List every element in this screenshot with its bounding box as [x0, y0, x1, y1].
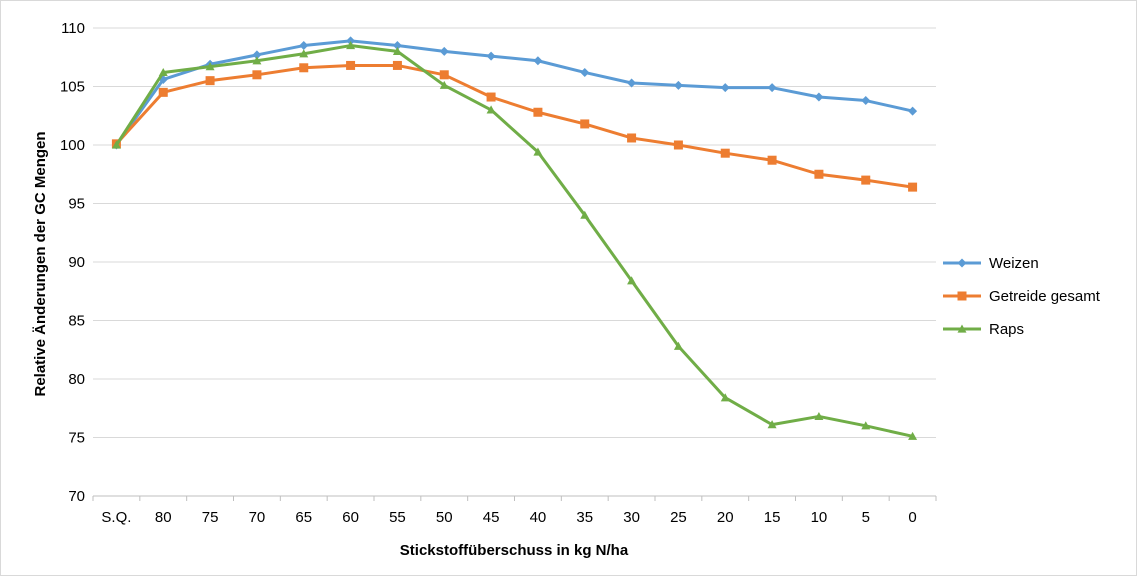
data-point	[299, 63, 309, 73]
data-point	[158, 67, 168, 77]
data-point	[111, 140, 121, 149]
data-point	[908, 106, 918, 116]
x-tick-label: 60	[342, 509, 359, 526]
x-tick-label: 65	[295, 509, 312, 526]
data-point	[346, 60, 356, 70]
data-point	[486, 92, 496, 102]
data-point	[673, 341, 683, 350]
x-tick-label: 45	[483, 509, 500, 526]
x-tick-label: 75	[202, 509, 219, 526]
data-point	[673, 80, 683, 90]
data-point	[439, 80, 449, 89]
data-point	[346, 36, 356, 46]
y-tick-label: 110	[61, 20, 85, 37]
data-point	[767, 155, 777, 165]
data-point	[627, 276, 637, 285]
x-tick-label: 80	[155, 509, 172, 526]
data-point	[205, 76, 215, 86]
series-raps	[111, 41, 918, 440]
data-point	[861, 175, 871, 185]
data-point	[158, 87, 168, 97]
series-line	[115, 63, 913, 189]
legend-item: Getreide gesamt	[943, 288, 1101, 305]
x-tick-label: 30	[623, 509, 640, 526]
data-point	[392, 60, 402, 70]
x-tick-label: 15	[764, 509, 781, 526]
series-group	[111, 36, 918, 440]
y-tick-label: 100	[60, 137, 85, 154]
series-getreide-gesamt	[111, 60, 918, 192]
data-point	[580, 119, 590, 129]
x-tick-label: 40	[530, 509, 547, 526]
data-point	[533, 56, 543, 66]
y-axis-title: Relative Änderungen der GC Mengen	[32, 131, 49, 396]
legend-marker	[957, 324, 967, 333]
series-line	[115, 39, 913, 146]
y-tick-label: 70	[68, 488, 85, 505]
data-point	[908, 182, 918, 192]
data-point	[673, 140, 683, 150]
data-point	[814, 92, 824, 102]
data-point	[627, 133, 637, 143]
data-point	[767, 83, 777, 93]
data-point	[439, 70, 449, 80]
data-point	[392, 46, 402, 55]
y-tick-label: 95	[68, 196, 85, 213]
y-tick-label: 80	[68, 371, 85, 388]
data-point	[346, 41, 356, 50]
x-tick-label: 25	[670, 509, 687, 526]
legend-marker	[957, 258, 967, 268]
data-point	[908, 431, 918, 440]
data-point	[814, 169, 824, 179]
data-point	[392, 41, 402, 51]
y-tick-label: 85	[68, 313, 85, 330]
data-point	[580, 67, 590, 77]
x-tick-label: 5	[862, 509, 870, 526]
x-tick-label: 20	[717, 509, 734, 526]
legend-item: Weizen	[943, 255, 1039, 272]
series-line	[115, 44, 913, 438]
data-point	[533, 107, 543, 117]
data-point	[767, 420, 777, 429]
y-tick-label: 105	[60, 79, 85, 96]
data-point	[580, 210, 590, 219]
data-point	[627, 78, 637, 88]
y-tick-label: 90	[68, 254, 85, 271]
data-point	[299, 49, 309, 58]
x-tick-label: 35	[576, 509, 593, 526]
y-tick-label: 75	[68, 430, 85, 447]
x-axis-title: Stickstoffüberschuss in kg N/ha	[400, 542, 629, 559]
gridlines	[93, 27, 936, 438]
data-point	[861, 96, 871, 106]
legend-label: Raps	[989, 321, 1024, 338]
data-point	[533, 147, 543, 156]
legend-item: Raps	[943, 321, 1024, 338]
x-tick-label: 55	[389, 509, 406, 526]
data-point	[486, 105, 496, 114]
x-tick-label: 10	[811, 509, 828, 526]
legend: Weizen Getreide gesamt Raps	[943, 255, 1101, 338]
data-point	[720, 393, 730, 402]
x-tick-label: S.Q.	[101, 509, 131, 526]
data-point	[252, 70, 262, 80]
data-point	[814, 411, 824, 421]
x-tick-label: 0	[908, 509, 916, 526]
data-point	[252, 56, 262, 65]
legend-label: Weizen	[989, 255, 1039, 272]
data-point	[720, 148, 730, 158]
data-point	[486, 51, 496, 61]
data-point	[439, 46, 449, 56]
data-point	[720, 83, 730, 93]
x-tick-label: 50	[436, 509, 453, 526]
x-tick-label: 70	[249, 509, 266, 526]
legend-marker	[957, 291, 967, 301]
data-point	[861, 421, 871, 430]
data-point	[252, 50, 262, 60]
data-point	[299, 41, 309, 51]
legend-label: Getreide gesamt	[989, 288, 1101, 305]
data-point	[205, 62, 215, 71]
